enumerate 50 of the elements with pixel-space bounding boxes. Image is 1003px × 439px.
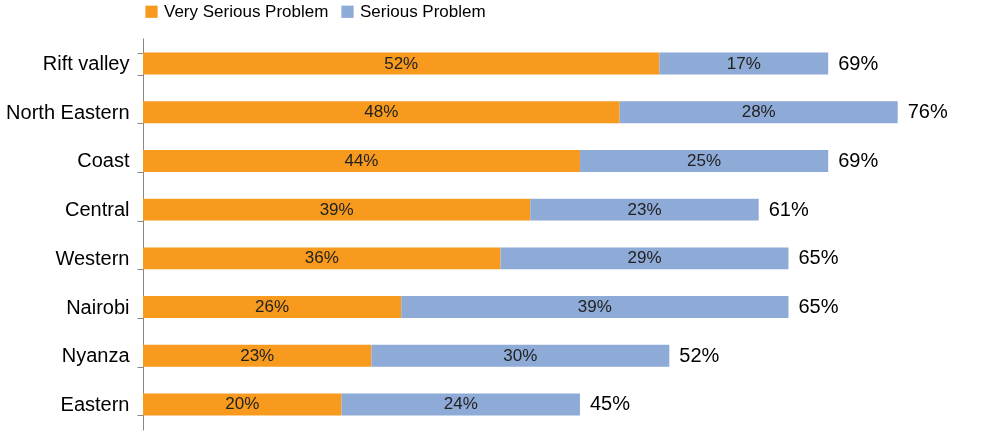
bar (579, 150, 829, 172)
y-tick-label: Central (65, 198, 130, 221)
bar (341, 393, 580, 416)
data-label: 28% (741, 102, 776, 122)
data-label: 29% (627, 248, 662, 268)
y-tick-label: Rift valley (42, 52, 130, 75)
data-label: 48% (364, 102, 399, 122)
bar (143, 344, 372, 367)
data-label: 17% (726, 53, 761, 73)
data-label: 25% (687, 150, 722, 170)
legend-label: Serious Problem (360, 1, 486, 21)
data-label: 23% (627, 199, 662, 219)
bar (659, 52, 829, 75)
y-tick-label: Coast (77, 149, 130, 172)
bar (143, 150, 580, 172)
legend-label: Very Serious Problem (164, 1, 329, 21)
total-label: 61% (768, 197, 809, 220)
bar (401, 296, 789, 318)
data-label: 23% (240, 345, 275, 365)
data-label: 52% (384, 53, 419, 73)
y-tick-label: Nairobi (66, 295, 130, 318)
bar (619, 101, 898, 124)
y-tick-label: Nyanza (61, 344, 131, 367)
bar (143, 247, 501, 270)
bar (371, 344, 670, 367)
data-label: 30% (503, 345, 538, 365)
data-label: 26% (255, 297, 290, 317)
data-label: 24% (443, 394, 478, 414)
bar (143, 198, 531, 221)
data-label: 44% (344, 150, 379, 170)
data-label: 39% (577, 297, 612, 317)
data-label: 39% (319, 199, 354, 219)
bar (143, 393, 342, 416)
total-label: 65% (798, 295, 839, 318)
total-label: 69% (838, 148, 879, 171)
total-label: 52% (679, 343, 720, 366)
bar (500, 247, 789, 270)
total-label: 65% (798, 246, 839, 269)
total-label: 76% (907, 100, 948, 123)
y-tick-label: Eastern (60, 392, 130, 415)
total-label: 69% (838, 51, 879, 74)
bar (143, 52, 660, 75)
bar (530, 198, 759, 221)
bar (143, 101, 620, 124)
data-label: 20% (225, 394, 260, 414)
y-tick-label: North Eastern (6, 100, 130, 123)
total-label: 45% (589, 392, 631, 415)
y-tick-label: Western (55, 246, 130, 269)
data-label: 36% (304, 248, 339, 268)
bar (143, 296, 402, 318)
